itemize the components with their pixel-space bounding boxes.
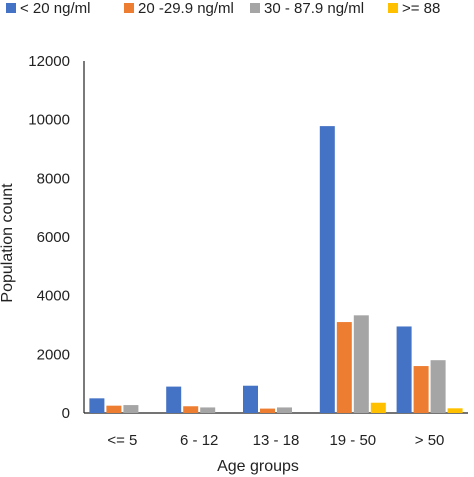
bar: [166, 386, 182, 413]
x-tick-label: <= 5: [107, 432, 137, 449]
bar: [89, 398, 105, 413]
legend-label: 20 -29.9 ng/ml: [138, 0, 234, 17]
legend-swatch: [6, 3, 16, 13]
bar: [123, 405, 139, 413]
legend-swatch: [388, 3, 398, 13]
bar: [370, 402, 386, 413]
bar: [200, 407, 216, 413]
y-tick-label: 10000: [28, 112, 70, 129]
bar: [430, 360, 446, 413]
x-tick-label: 13 - 18: [253, 432, 300, 449]
bar: [396, 326, 412, 413]
legend-label: >= 88: [402, 0, 440, 17]
x-tick-label: 19 - 50: [329, 432, 376, 449]
legend-label: 30 - 87.9 ng/ml: [264, 0, 364, 17]
bar: [353, 315, 369, 413]
bar: [106, 405, 122, 413]
bar: [413, 366, 429, 413]
y-axis-title: Population count: [0, 183, 16, 303]
y-tick-label: 8000: [37, 170, 70, 187]
y-tick-label: 2000: [37, 346, 70, 363]
bar: [277, 407, 292, 413]
legend-label: < 20 ng/ml: [20, 0, 90, 17]
legend-swatch: [124, 3, 134, 13]
bar: [243, 385, 258, 413]
bar: [260, 408, 275, 413]
y-tick-label: 6000: [37, 229, 70, 246]
x-axis-title: Age groups: [217, 458, 299, 475]
bar: [447, 408, 463, 413]
x-tick-label: 6 - 12: [180, 432, 218, 449]
legend-swatch: [250, 3, 260, 13]
legend: < 20 ng/ml 20 -29.9 ng/ml 30 - 87.9 ng/ml >…: [6, 0, 440, 17]
bars: [89, 126, 463, 414]
bar: [183, 406, 199, 413]
y-tick-label: 0: [62, 405, 70, 422]
x-tick-labels: <= 5 6 - 12 13 - 18 19 - 50 > 50: [107, 432, 444, 449]
y-tick-label: 4000: [37, 288, 70, 305]
bar: [319, 126, 335, 414]
bar: [336, 322, 352, 413]
y-tick-labels: 0 2000 4000 6000 8000 10000 12000: [28, 53, 70, 422]
x-tick-label: > 50: [415, 432, 445, 449]
y-tick-label: 12000: [28, 53, 70, 70]
